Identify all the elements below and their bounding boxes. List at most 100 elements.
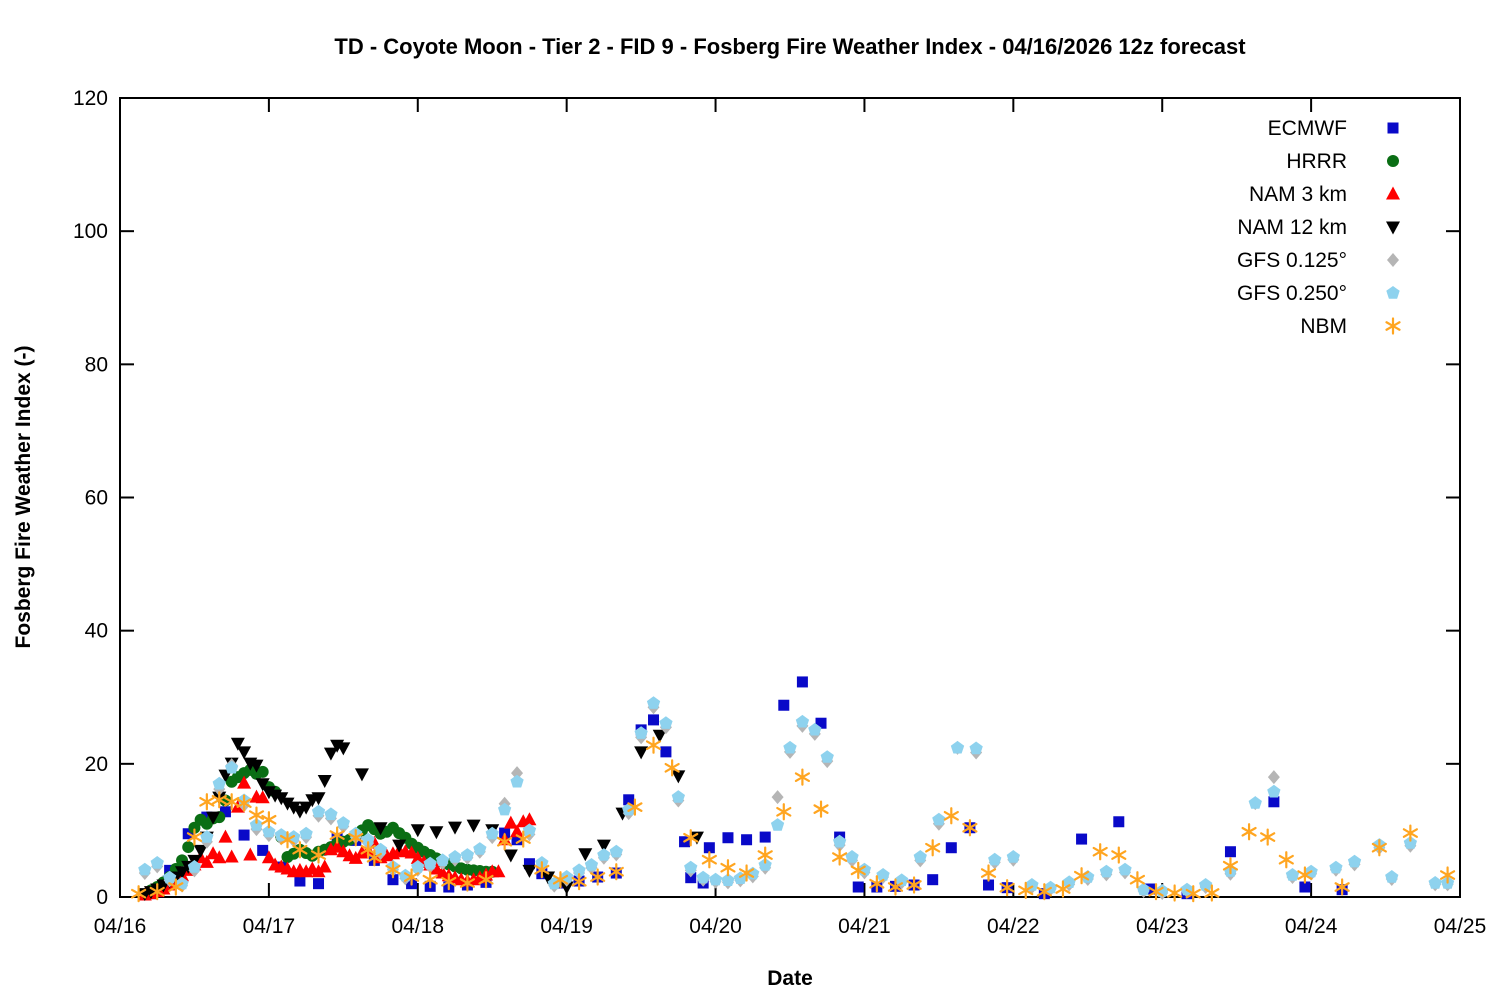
marker-triangle-down — [541, 871, 556, 885]
marker-asterisk — [422, 871, 438, 889]
marker-diamond — [1267, 770, 1280, 785]
marker-asterisk — [776, 803, 792, 821]
marker-asterisk — [608, 863, 624, 881]
x-tick-label: 04/19 — [540, 915, 593, 938]
marker-triangle-down — [193, 844, 208, 858]
marker-triangle-up — [317, 859, 332, 873]
marker-pentagon — [1285, 868, 1300, 881]
x-tick-label: 04/23 — [1136, 915, 1189, 938]
marker-asterisk — [1073, 867, 1090, 885]
marker-square — [660, 746, 672, 758]
marker-square — [313, 878, 325, 890]
marker-triangle-down — [559, 881, 574, 895]
asterisk-ray — [497, 836, 513, 847]
marker-triangle-down — [689, 831, 704, 845]
marker-square — [945, 842, 957, 854]
marker-asterisk — [962, 819, 978, 837]
marker-asterisk — [1222, 857, 1239, 875]
marker-pentagon — [584, 858, 599, 871]
marker-triangle-down — [336, 742, 351, 756]
marker-square — [1076, 833, 1088, 845]
asterisk-ray — [459, 878, 476, 888]
marker-asterisk — [1129, 871, 1146, 889]
legend-entry-hrrr: HRRR — [1286, 150, 1399, 173]
marker-pentagon — [262, 824, 276, 838]
asterisk-ray — [794, 772, 811, 783]
marker-asterisk — [645, 736, 662, 754]
marker-square — [815, 717, 827, 729]
asterisk-ray — [590, 872, 606, 882]
marker-triangle-up — [510, 824, 525, 838]
asterisk-ray — [403, 872, 420, 882]
asterisk-ray — [980, 868, 997, 878]
marker-asterisk — [199, 793, 215, 811]
marker-triangle-up — [522, 812, 537, 826]
marker-asterisk — [590, 868, 606, 886]
asterisk-ray — [608, 866, 624, 877]
legend-label: GFS 0.125° — [1237, 249, 1347, 272]
marker-square — [852, 881, 864, 893]
x-tick-label: 04/18 — [391, 915, 444, 938]
marker-triangle-down — [410, 824, 425, 838]
marker-pentagon — [225, 760, 239, 774]
marker-pentagon — [473, 842, 487, 855]
marker-asterisk — [664, 759, 680, 777]
marker-asterisk — [534, 861, 550, 879]
marker-asterisk — [887, 878, 904, 896]
marker-asterisk — [1297, 866, 1313, 884]
marker-square — [623, 794, 635, 806]
asterisk-ray — [720, 862, 736, 873]
marker-pentagon — [913, 850, 927, 863]
asterisk-ray — [211, 794, 227, 805]
asterisk-ray — [1092, 846, 1108, 857]
marker-asterisk — [292, 841, 308, 859]
marker-triangle-up — [503, 815, 518, 829]
marker-triangle-down — [634, 746, 649, 760]
marker-pentagon — [746, 866, 760, 880]
marker-pentagon — [783, 740, 797, 754]
marker-asterisk — [1204, 884, 1220, 902]
asterisk-ray — [1371, 842, 1387, 853]
marker-pentagon — [671, 790, 685, 803]
marker-asterisk — [248, 806, 265, 824]
marker-asterisk — [1402, 824, 1418, 842]
legend-label: HRRR — [1286, 150, 1347, 173]
marker-triangle-down — [255, 778, 270, 792]
legend-entry-gfs-0-250-: GFS 0.250° — [1237, 282, 1400, 305]
asterisk-ray — [186, 832, 203, 842]
marker-asterisk — [813, 800, 829, 818]
marker-triangle-down — [578, 848, 593, 862]
marker-triangle-down — [175, 866, 190, 880]
marker-asterisk — [366, 849, 382, 867]
legend-entry-nbm: NBM — [1300, 315, 1401, 338]
marker-square — [511, 834, 523, 846]
asterisk-ray — [1260, 832, 1276, 842]
series-gfs-0-250- — [138, 696, 1455, 897]
marker-pentagon — [187, 860, 202, 873]
marker-asterisk — [211, 791, 227, 809]
asterisk-ray — [348, 832, 364, 843]
legend-label: NAM 3 km — [1249, 183, 1347, 206]
asterisk-ray — [515, 834, 531, 844]
marker-pentagon — [411, 860, 425, 873]
marker-triangle-up — [404, 845, 419, 859]
marker-triangle-up — [224, 849, 239, 863]
asterisk-ray — [236, 798, 252, 808]
asterisk-ray — [552, 874, 569, 885]
marker-square — [294, 875, 306, 887]
marker-asterisk — [1167, 884, 1183, 902]
marker-triangle-down — [466, 819, 481, 833]
marker-triangle-down — [671, 770, 686, 784]
asterisk-ray — [869, 878, 885, 889]
marker-asterisk — [627, 798, 643, 816]
marker-pentagon — [1267, 784, 1281, 798]
marker-triangle-up — [491, 864, 506, 878]
y-tick-label: 0 — [96, 886, 108, 909]
marker-triangle-up — [261, 850, 276, 864]
marker-triangle-down — [249, 759, 264, 773]
asterisk-ray — [999, 882, 1015, 893]
asterisk-ray — [422, 874, 438, 885]
marker-asterisk — [186, 828, 203, 846]
legend-label: NAM 12 km — [1237, 216, 1347, 239]
